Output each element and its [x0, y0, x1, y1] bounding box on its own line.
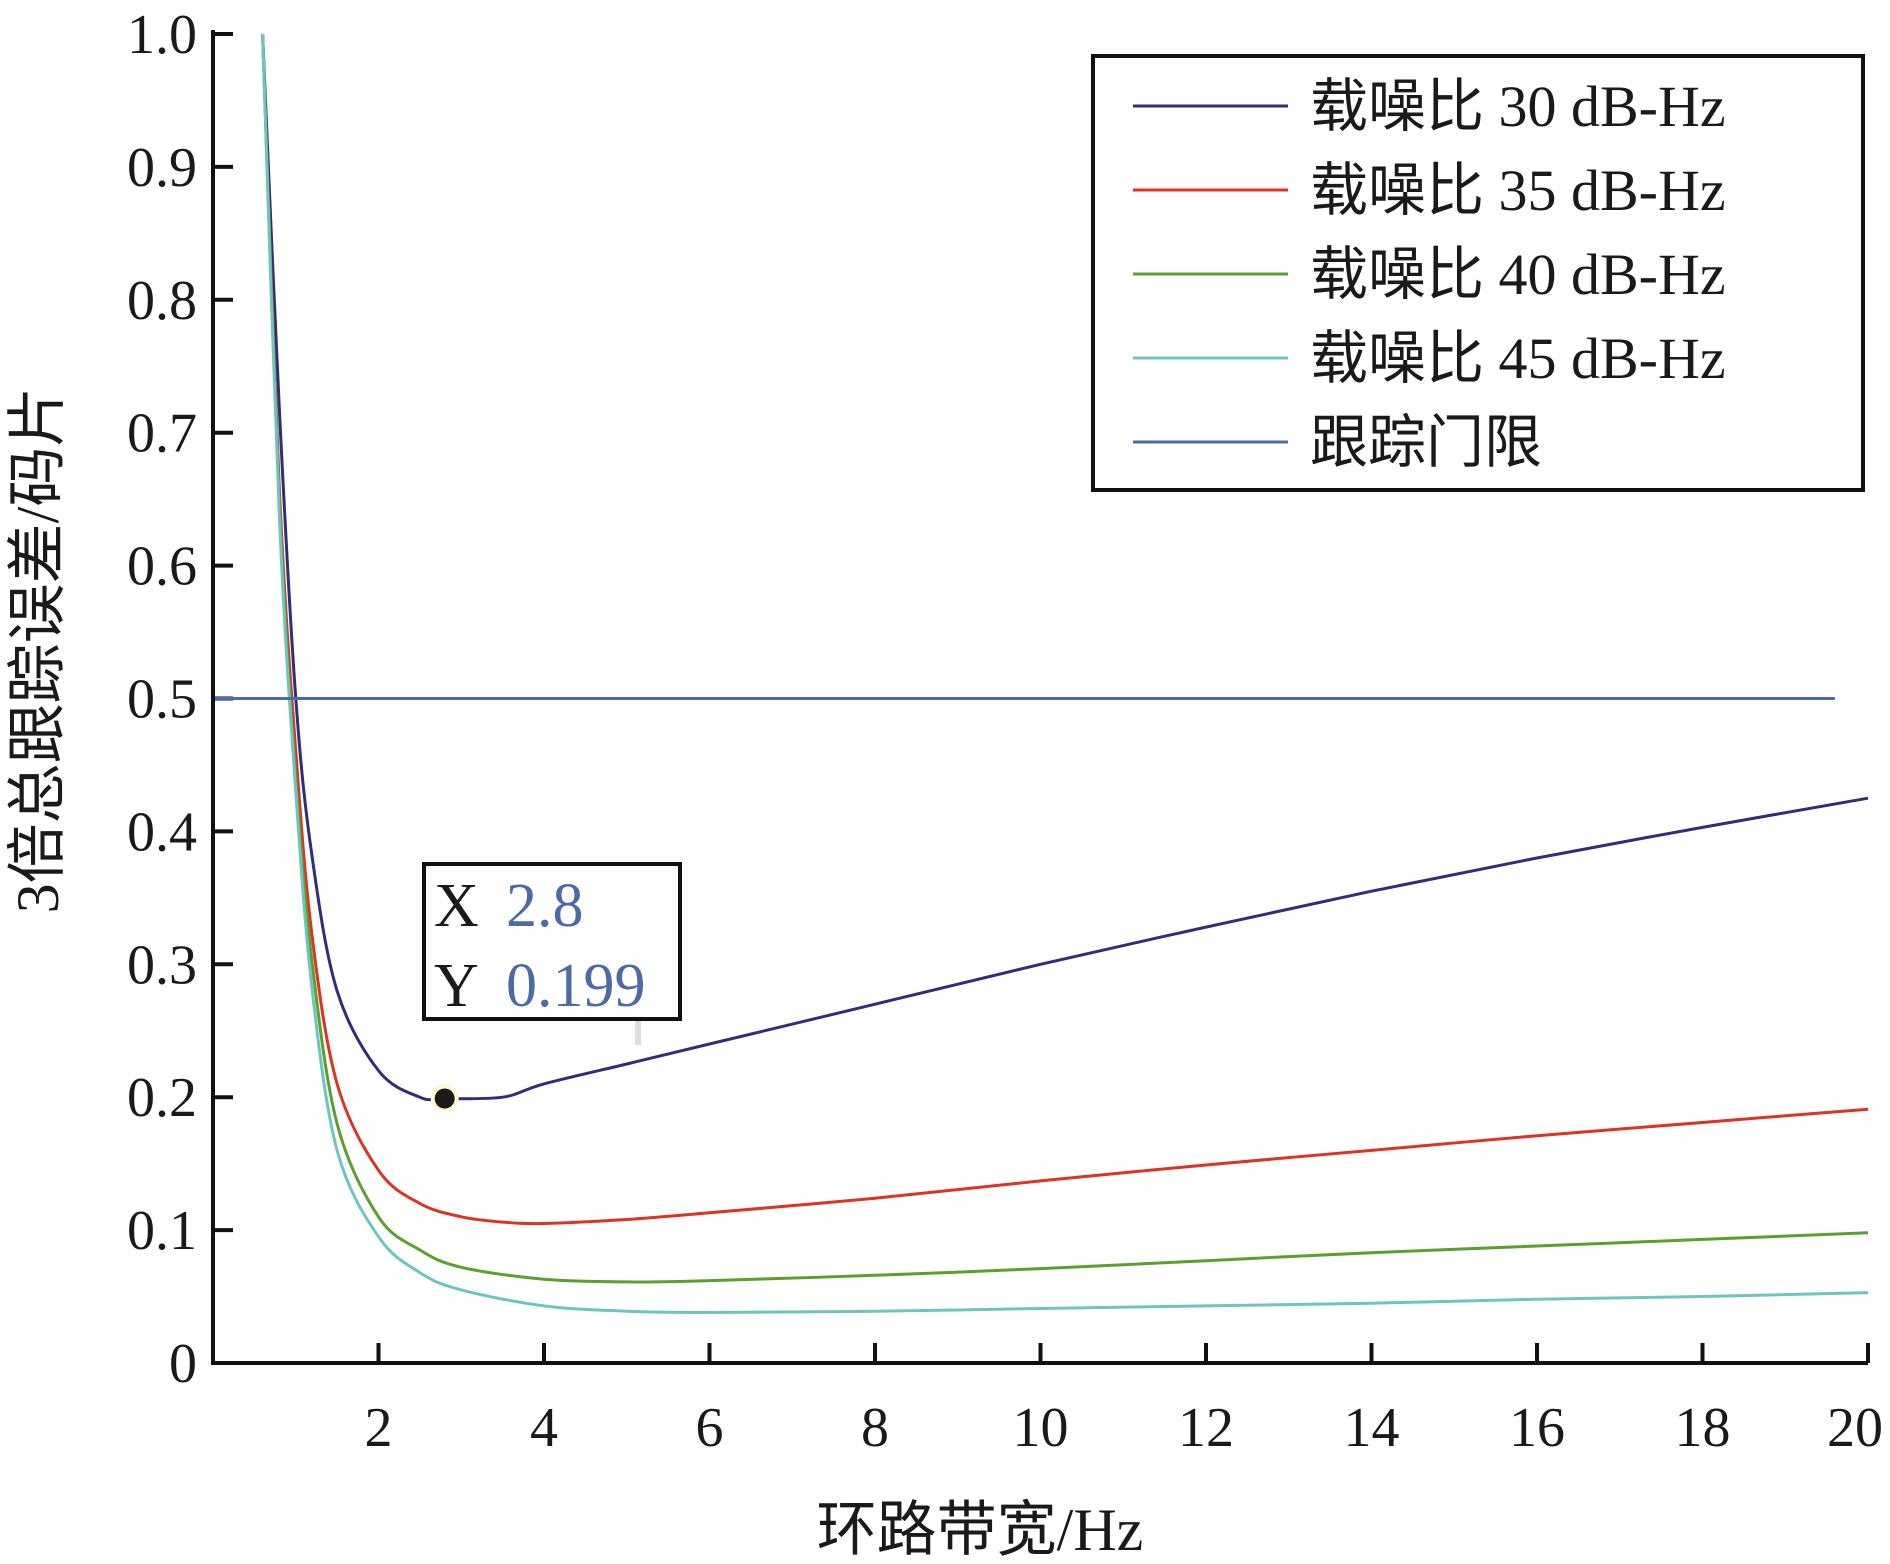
x-tick-label: 8 [861, 1397, 889, 1459]
y-tick-label: 0.1 [127, 1200, 197, 1262]
y-tick-label: 0.4 [127, 801, 197, 863]
y-tick-label: 1.0 [127, 4, 197, 66]
x-tick-label: 4 [530, 1397, 558, 1459]
x-tick-label: 6 [696, 1397, 724, 1459]
y-tick-label: 0.5 [127, 669, 197, 731]
y-tick-label: 0.2 [127, 1067, 197, 1129]
series-lines [213, 33, 1869, 1315]
x-tick-label: 12 [1178, 1397, 1234, 1459]
y-axis-label: 3倍总跟踪误差/码片 [5, 387, 71, 914]
data-tip: X 2.8 Y 0.199 [422, 862, 682, 1045]
data-tip-y-value: 0.199 [506, 952, 646, 1020]
y-tick-label: 0.9 [127, 137, 197, 199]
legend-label-cn0-40: 载噪比 40 dB-Hz [1310, 242, 1726, 307]
x-tick-label: 16 [1509, 1397, 1565, 1459]
y-axis-ticks: 0 0.1 0.2 0.3 0.4 0.5 0.6 0.7 0.8 0.9 1.0 [127, 4, 233, 1395]
legend-label-cn0-45: 载噪比 45 dB-Hz [1310, 326, 1726, 391]
data-tip-x-key: X [434, 872, 479, 940]
data-tip-box [422, 862, 682, 1021]
y-tick-label: 0.8 [127, 270, 197, 332]
legend-label-threshold: 跟踪门限 [1310, 410, 1542, 475]
x-tick-label: 20 [1827, 1397, 1883, 1459]
y-tick-label: 0 [169, 1333, 197, 1395]
x-tick-label: 14 [1344, 1397, 1400, 1459]
x-tick-label: 18 [1675, 1397, 1731, 1459]
x-tick-label: 10 [1013, 1397, 1069, 1459]
data-tip-x-value: 2.8 [506, 872, 584, 940]
x-axis-ticks: 2 4 6 8 10 12 14 16 18 20 [365, 1343, 1883, 1459]
series-line-cn0-45 [261, 33, 1869, 1315]
data-tip-marker[interactable] [434, 1088, 455, 1109]
legend: 载噪比 30 dB-Hz 载噪比 35 dB-Hz 载噪比 40 dB-Hz 载噪比 … [1091, 54, 1865, 492]
legend-label-cn0-30: 载噪比 30 dB-Hz [1310, 74, 1726, 139]
y-tick-label: 0.3 [127, 934, 197, 996]
data-tip-y-key: Y [434, 952, 479, 1020]
series-line-cn0-35 [261, 33, 1869, 1226]
axes [211, 30, 1868, 1365]
x-axis-label: 环路带宽/Hz [817, 1497, 1144, 1563]
y-tick-label: 0.6 [127, 536, 197, 598]
y-tick-label: 0.7 [127, 403, 197, 465]
legend-label-cn0-35: 载噪比 35 dB-Hz [1310, 158, 1726, 223]
x-tick-label: 2 [365, 1397, 393, 1459]
